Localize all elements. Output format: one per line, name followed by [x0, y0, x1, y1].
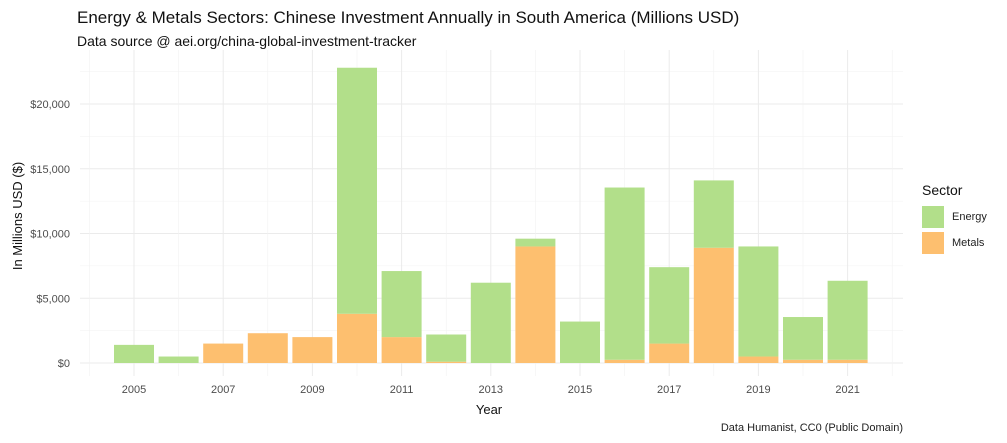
bar-metals-2017 — [649, 343, 690, 363]
bar-energy-2017 — [649, 267, 690, 344]
bar-metals-2021 — [827, 359, 868, 363]
legend: Sector Energy Metals — [922, 182, 987, 256]
bar-layer — [114, 67, 868, 363]
x-tick-label: 2007 — [211, 384, 235, 396]
y-tick-label: $15,000 — [30, 164, 70, 176]
x-tick-label: 2017 — [657, 384, 681, 396]
bar-metals-2014 — [515, 246, 556, 363]
bar-energy-2012 — [426, 334, 467, 362]
legend-title: Sector — [922, 182, 963, 198]
bar-energy-2014 — [515, 238, 556, 247]
y-axis-title: In Millions USD ($) — [10, 162, 25, 270]
legend-item-energy: Energy — [922, 204, 987, 230]
x-tick-label: 2021 — [835, 384, 859, 396]
bar-energy-2015 — [560, 321, 600, 363]
x-tick-label: 2013 — [479, 384, 503, 396]
chart-subtitle: Data source @ aei.org/china-global-inves… — [77, 33, 417, 49]
y-tick-label: $0 — [58, 358, 70, 370]
tick-layer: $0 $5,000 $10,000 $15,000 $20,000 2005 2007 200… — [30, 99, 860, 396]
bar-metals-2010 — [337, 313, 377, 363]
legend-swatch-energy — [922, 206, 944, 228]
bar-metals-2009 — [292, 337, 333, 363]
legend-label-metals: Metals — [952, 237, 985, 249]
y-tick-label: $5,000 — [36, 293, 70, 305]
x-tick-label: 2015 — [568, 384, 592, 396]
bar-metals-2011 — [381, 337, 422, 363]
legend-label-energy: Energy — [952, 211, 987, 223]
x-tick-label: 2009 — [300, 384, 324, 396]
y-tick-label: $10,000 — [30, 229, 70, 241]
bar-energy-2005 — [114, 344, 154, 363]
bar-energy-2019 — [738, 246, 779, 357]
y-tick-label: $20,000 — [30, 99, 70, 111]
x-axis-title: Year — [476, 402, 503, 417]
bar-metals-2012 — [426, 361, 467, 363]
bar-energy-2021 — [827, 280, 868, 360]
bar-metals-2008 — [247, 333, 288, 363]
bar-metals-2018 — [693, 247, 734, 363]
bar-metals-2016 — [604, 359, 645, 363]
bar-metals-2007 — [203, 343, 244, 363]
chart-title: Energy & Metals Sectors: Chinese Investm… — [77, 8, 740, 27]
bar-energy-2011 — [381, 271, 422, 338]
bar-energy-2018 — [693, 180, 734, 248]
bar-energy-2006 — [158, 356, 199, 363]
bar-metals-2019 — [738, 356, 779, 363]
bar-energy-2010 — [337, 67, 377, 314]
chart-caption: Data Humanist, CC0 (Public Domain) — [720, 422, 903, 434]
bar-energy-2013 — [470, 282, 511, 363]
x-tick-label: 2011 — [390, 384, 414, 396]
x-tick-label: 2005 — [122, 384, 146, 396]
legend-swatch-metals — [922, 232, 944, 254]
bar-energy-2020 — [783, 317, 823, 360]
bar-energy-2016 — [604, 187, 645, 360]
legend-item-metals: Metals — [922, 230, 987, 256]
x-tick-label: 2019 — [746, 384, 770, 396]
bar-metals-2020 — [783, 359, 823, 363]
